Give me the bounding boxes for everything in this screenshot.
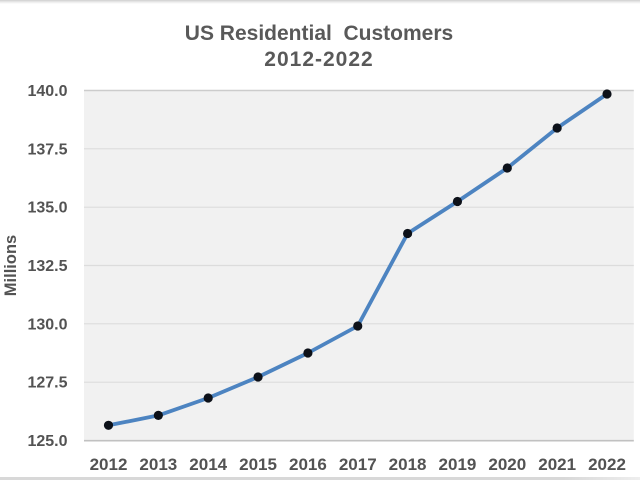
svg-text:127.5: 127.5 <box>27 375 67 392</box>
svg-text:2015: 2015 <box>239 455 277 474</box>
svg-text:132.5: 132.5 <box>27 258 67 275</box>
svg-text:2018: 2018 <box>389 455 427 474</box>
svg-text:2016: 2016 <box>289 455 327 474</box>
svg-text:2012-2022: 2012-2022 <box>264 48 373 71</box>
svg-text:135.0: 135.0 <box>27 200 67 217</box>
svg-text:2022: 2022 <box>588 455 626 474</box>
svg-text:2020: 2020 <box>488 455 526 474</box>
svg-text:Millions: Millions <box>2 235 20 296</box>
svg-text:2019: 2019 <box>439 455 477 474</box>
svg-text:137.5: 137.5 <box>27 141 67 158</box>
svg-text:2013: 2013 <box>139 455 177 474</box>
svg-text:2017: 2017 <box>339 455 377 474</box>
svg-text:130.0: 130.0 <box>27 316 67 333</box>
svg-text:2012: 2012 <box>90 455 128 474</box>
svg-text:US Residential Customers: US Residential Customers <box>185 22 453 45</box>
svg-text:2014: 2014 <box>189 455 227 474</box>
svg-text:125.0: 125.0 <box>27 433 67 450</box>
svg-text:2021: 2021 <box>538 455 576 474</box>
svg-text:140.0: 140.0 <box>27 83 67 100</box>
